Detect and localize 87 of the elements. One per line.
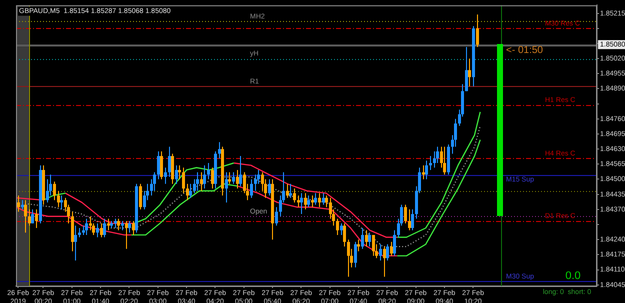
candlestick bbox=[168, 146, 171, 178]
candlestick bbox=[85, 218, 88, 236]
candlestick bbox=[286, 183, 289, 198]
candlestick bbox=[347, 239, 350, 278]
candlestick bbox=[78, 227, 81, 238]
candlestick bbox=[250, 178, 253, 198]
candlestick bbox=[128, 220, 131, 234]
candlestick bbox=[207, 162, 210, 180]
candlestick bbox=[46, 178, 49, 203]
candlestick bbox=[228, 172, 231, 184]
candlestick bbox=[314, 192, 317, 206]
annotation: 0.0 bbox=[565, 270, 581, 282]
candlestick bbox=[390, 241, 393, 256]
candlestick bbox=[175, 164, 178, 184]
candlestick bbox=[383, 246, 386, 278]
candlestick bbox=[343, 222, 346, 248]
candlestick bbox=[429, 156, 432, 170]
candlestick bbox=[103, 218, 106, 238]
candlestick bbox=[100, 222, 103, 238]
candlestick bbox=[379, 244, 382, 261]
candlestick bbox=[239, 156, 242, 187]
candlestick bbox=[225, 172, 228, 203]
candlestick bbox=[186, 183, 189, 201]
candlestick bbox=[361, 227, 364, 250]
candlestick bbox=[275, 206, 278, 226]
candlestick bbox=[139, 183, 142, 210]
candlestick bbox=[436, 146, 439, 164]
candlestick bbox=[189, 183, 192, 198]
candlestick bbox=[304, 192, 307, 210]
candlestick bbox=[96, 222, 99, 238]
candlestick bbox=[433, 150, 436, 168]
candlestick bbox=[340, 222, 343, 236]
candlestick bbox=[293, 188, 296, 203]
candlestick bbox=[117, 218, 120, 231]
candlestick bbox=[393, 230, 396, 256]
candlestick bbox=[211, 167, 214, 190]
candlestick bbox=[53, 181, 56, 201]
candlestick bbox=[200, 172, 203, 192]
candlestick bbox=[232, 172, 235, 184]
candlestick bbox=[164, 167, 167, 184]
candlestick bbox=[336, 218, 339, 236]
candlestick bbox=[178, 164, 181, 180]
candlestick bbox=[411, 208, 414, 231]
candlestick bbox=[60, 194, 63, 210]
candlestick bbox=[372, 234, 375, 256]
candlestick bbox=[311, 194, 314, 208]
candlestick bbox=[368, 232, 371, 248]
candlestick bbox=[28, 208, 31, 226]
candlestick bbox=[203, 164, 206, 190]
candlestick bbox=[24, 200, 27, 234]
candlestick bbox=[408, 208, 411, 231]
candlestick bbox=[114, 218, 117, 228]
candlestick bbox=[465, 46, 468, 92]
candlestick bbox=[74, 225, 77, 261]
candlestick bbox=[182, 167, 185, 194]
candlestick bbox=[236, 169, 239, 190]
candlestick bbox=[153, 172, 156, 192]
candlestick bbox=[160, 150, 163, 180]
candlestick bbox=[31, 208, 34, 224]
candlestick bbox=[404, 204, 407, 224]
candlestick bbox=[365, 230, 368, 248]
candlestick bbox=[357, 239, 360, 252]
candlestick bbox=[297, 194, 300, 208]
candlestick bbox=[476, 14, 479, 48]
candlestick bbox=[307, 194, 310, 208]
candlestick bbox=[218, 142, 221, 159]
candlestick bbox=[17, 194, 20, 212]
candlestick bbox=[386, 244, 389, 261]
candlestick bbox=[300, 192, 303, 215]
candlestick bbox=[171, 153, 174, 184]
candlestick bbox=[443, 146, 446, 176]
candlestick bbox=[57, 190, 60, 208]
candlestick bbox=[322, 192, 325, 206]
candlestick bbox=[157, 150, 160, 180]
candlestick bbox=[354, 241, 357, 268]
candlestick bbox=[318, 192, 321, 208]
candlestick bbox=[35, 208, 38, 228]
candlestick bbox=[268, 178, 271, 196]
candlestick bbox=[254, 174, 257, 192]
candlestick bbox=[468, 58, 471, 87]
candlestick bbox=[125, 220, 128, 250]
annotation: <- 01:50 bbox=[506, 44, 544, 56]
candlestick bbox=[425, 160, 428, 180]
candlestick bbox=[325, 194, 328, 208]
candlestick bbox=[132, 220, 135, 236]
candlestick bbox=[196, 172, 199, 192]
candlestick bbox=[289, 183, 292, 198]
